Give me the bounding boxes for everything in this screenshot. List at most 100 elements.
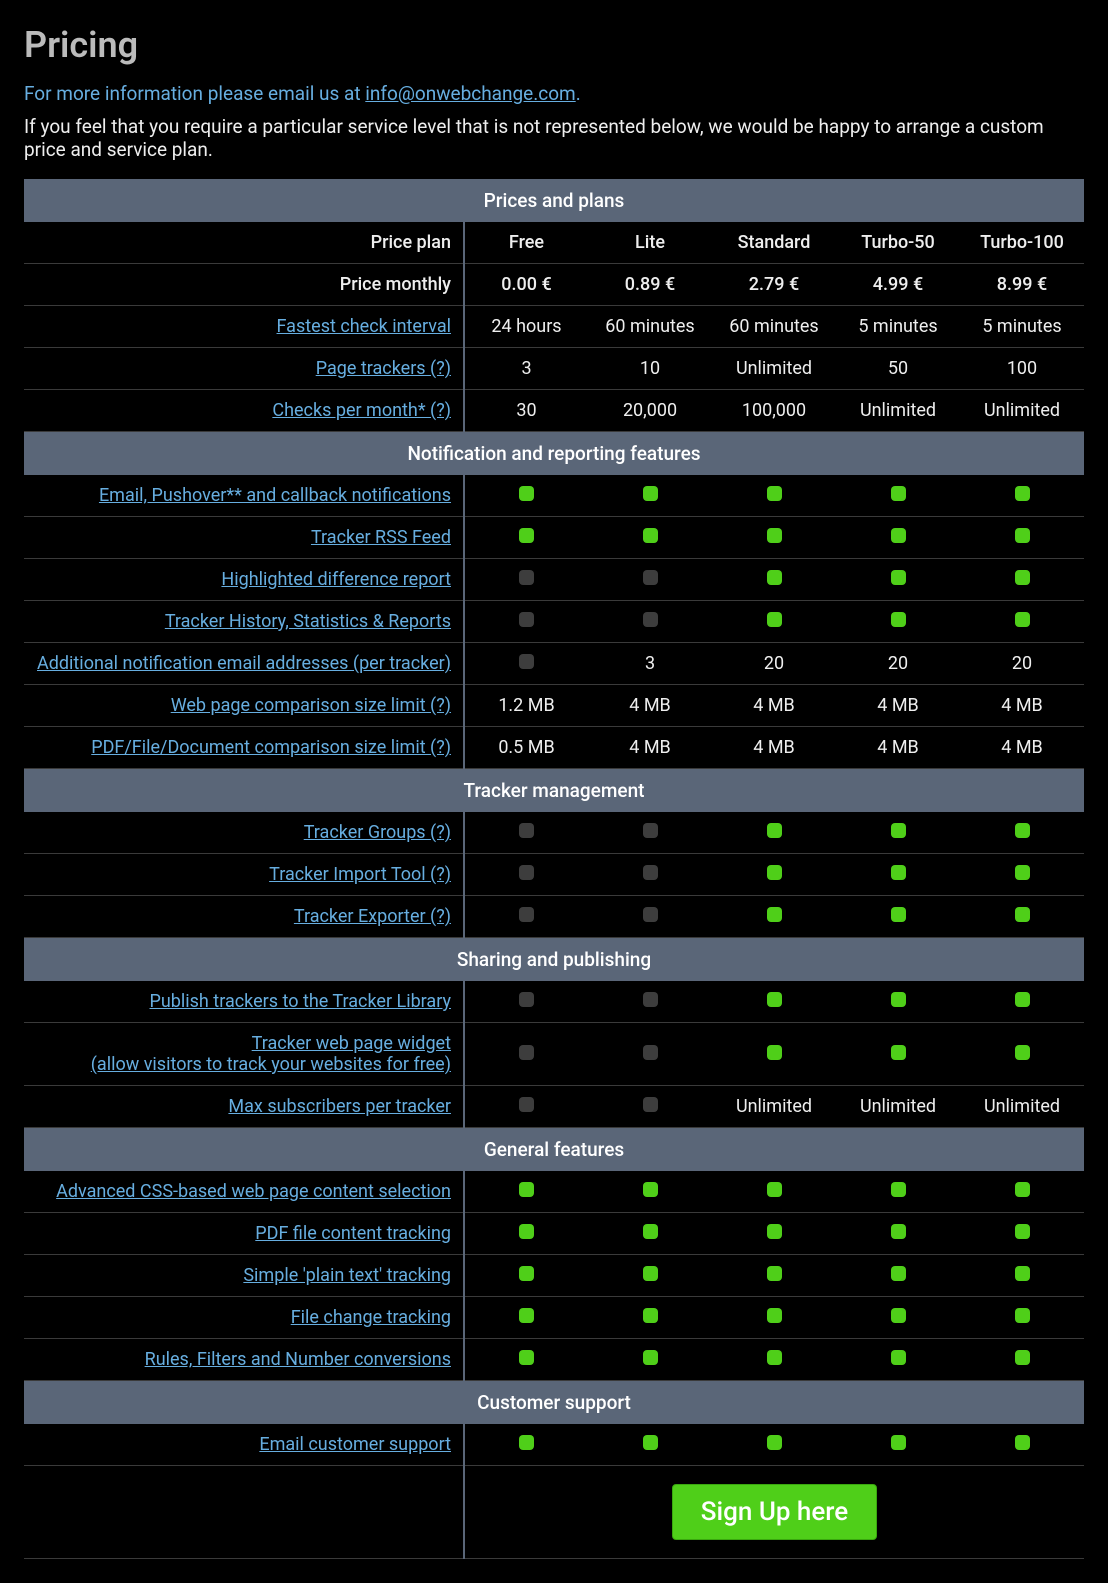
row-label-link[interactable]: Highlighted difference report [221,569,451,590]
check-on-icon [519,528,534,543]
row-label-link[interactable]: PDF file content tracking [255,1223,451,1244]
row-label: Tracker Groups (?) [24,812,464,854]
row-label-link[interactable]: Simple 'plain text' tracking [243,1265,451,1286]
row-label-link[interactable]: Advanced CSS-based web page content sele… [56,1181,451,1202]
row-label-link[interactable]: Publish trackers to the Tracker Library [150,991,452,1012]
cell-value [836,1255,960,1297]
row-label-link[interactable]: Tracker History, Statistics & Reports [165,611,451,632]
cell-value [960,981,1084,1023]
row-label-link[interactable]: Web page comparison size limit (?) [171,695,451,716]
section-header: Sharing and publishing [24,938,1084,982]
cell-value [588,1213,712,1255]
check-off-icon [519,865,534,880]
cell-value [588,1424,712,1466]
check-on-icon [1015,528,1030,543]
cell-value [960,517,1084,559]
check-on-icon [891,612,906,627]
row-label: Highlighted difference report [24,559,464,601]
cell-value: 24 hours [464,306,588,348]
check-on-icon [767,486,782,501]
table-row: Additional notification email addresses … [24,643,1084,685]
row-label-link[interactable]: Tracker RSS Feed [311,527,451,548]
cell-value: 3 [464,348,588,390]
row-label: Tracker web page widget(allow visitors t… [24,1023,464,1086]
table-row: Email, Pushover** and callback notificat… [24,475,1084,517]
cell-value [588,981,712,1023]
check-on-icon [767,612,782,627]
table-row: Tracker Exporter (?) [24,896,1084,938]
check-off-icon [643,570,658,585]
cell-value [464,981,588,1023]
cell-value: 1.2 MB [464,685,588,727]
check-on-icon [519,1308,534,1323]
cell-value [712,896,836,938]
row-label-link[interactable]: Tracker Groups (?) [304,822,451,843]
row-label-link[interactable]: Email customer support [259,1434,451,1455]
check-on-icon [767,1435,782,1450]
cell-value [960,854,1084,896]
table-row: Price planFreeLiteStandardTurbo-50Turbo-… [24,222,1084,264]
check-off-icon [643,992,658,1007]
table-row: Tracker History, Statistics & Reports [24,601,1084,643]
row-label-link[interactable]: Tracker Exporter (?) [294,906,451,927]
check-on-icon [1015,1224,1030,1239]
check-off-icon [643,1097,658,1112]
cell-value [960,1023,1084,1086]
cell-value: Free [464,222,588,264]
table-row: Publish trackers to the Tracker Library [24,981,1084,1023]
cell-value [588,1339,712,1381]
row-label-link[interactable]: PDF/File/Document comparison size limit … [91,737,451,758]
cell-value: Unlimited [960,1086,1084,1128]
table-row: Highlighted difference report [24,559,1084,601]
cell-value [464,1213,588,1255]
row-label-link[interactable]: Rules, Filters and Number conversions [145,1349,451,1370]
row-label-link[interactable]: File change tracking [291,1307,451,1328]
row-label-link[interactable]: Additional notification email addresses … [37,653,451,674]
cell-value [836,559,960,601]
section-header: Tracker management [24,769,1084,813]
cell-value: 4.99 € [836,264,960,306]
cell-value: Unlimited [836,1086,960,1128]
cell-value [712,517,836,559]
table-row: File change tracking [24,1297,1084,1339]
row-label-link[interactable]: Tracker Import Tool (?) [269,864,451,885]
cell-value [464,896,588,938]
cell-value [712,1255,836,1297]
pricing-table: Prices and plansPrice planFreeLiteStanda… [24,179,1084,1559]
row-label-link[interactable]: Email, Pushover** and callback notificat… [99,485,451,506]
row-label-link[interactable]: Max subscribers per tracker [228,1096,451,1117]
cell-value [836,601,960,643]
check-on-icon [519,1435,534,1450]
row-label: Tracker Exporter (?) [24,896,464,938]
cell-value [836,896,960,938]
intro-line-2: If you feel that you require a particula… [24,115,1084,161]
check-on-icon [643,1350,658,1365]
check-off-icon [519,823,534,838]
table-row: Rules, Filters and Number conversions [24,1339,1084,1381]
intro-email-link[interactable]: info@onwebchange.com [365,82,575,105]
check-on-icon [891,1350,906,1365]
row-label-link[interactable]: Checks per month* (?) [272,400,451,421]
cell-value: 0.5 MB [464,727,588,769]
cell-value [588,475,712,517]
check-on-icon [643,1435,658,1450]
cell-value: 5 minutes [836,306,960,348]
check-off-icon [643,865,658,880]
cell-value [712,812,836,854]
signup-button[interactable]: Sign Up here [672,1484,877,1540]
table-row: PDF/File/Document comparison size limit … [24,727,1084,769]
check-on-icon [1015,907,1030,922]
row-label-link[interactable]: Page trackers (?) [316,358,451,379]
check-off-icon [643,612,658,627]
row-label-link[interactable]: Fastest check interval [277,316,451,337]
cell-value [712,601,836,643]
cell-value: 4 MB [712,727,836,769]
cell-value [960,1424,1084,1466]
check-off-icon [519,992,534,1007]
row-label-link[interactable]: Tracker web page widget(allow visitors t… [91,1033,451,1075]
cell-value: 3 [588,643,712,685]
cell-value: 60 minutes [588,306,712,348]
cell-value: 20,000 [588,390,712,432]
check-on-icon [767,1350,782,1365]
cell-value: 100,000 [712,390,836,432]
